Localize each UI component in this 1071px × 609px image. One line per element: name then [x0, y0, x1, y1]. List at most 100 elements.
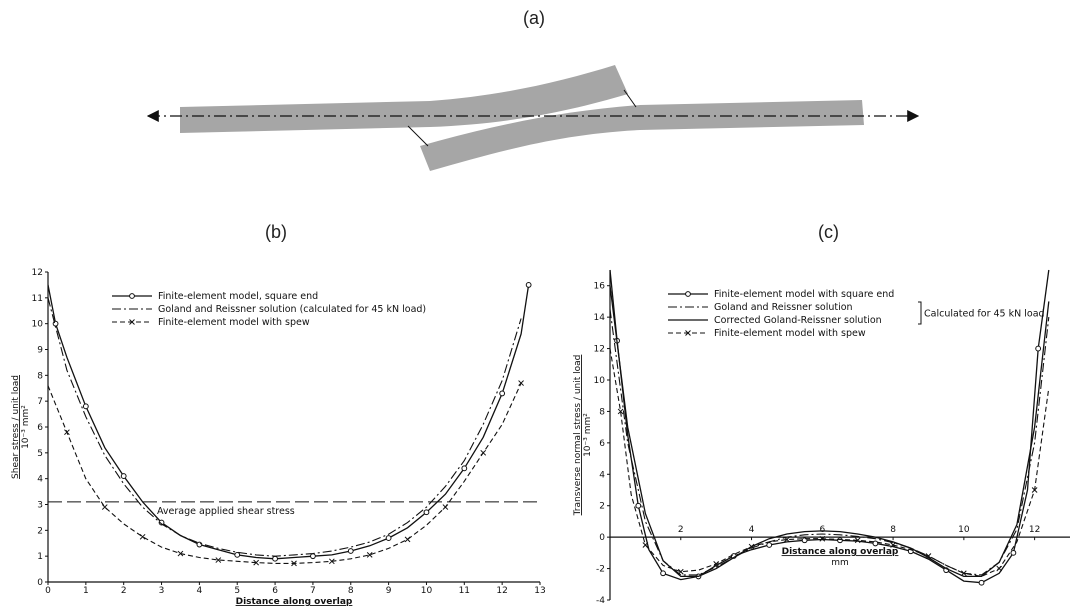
x-tick-label-5: 5 [234, 586, 240, 596]
y-axis-unit: 10⁻³ mm² [583, 413, 593, 457]
y-tick-label-8: 8 [37, 371, 43, 381]
data-point-s3-1 [617, 408, 624, 415]
panel-label-b: (b) [265, 222, 287, 242]
data-point-s0-25 [1010, 549, 1017, 556]
y-tick-label-3: 3 [37, 501, 43, 511]
legend-group-note: Calculated for 45 kN load [924, 309, 1045, 320]
y-tick-label-0: 0 [599, 533, 605, 543]
y-tick-label-6: 6 [599, 439, 605, 449]
series-group [610, 269, 1050, 586]
legend-label-b-1: Goland and Reissner solution (calculated… [158, 304, 426, 315]
legend-sample-b-0 [112, 293, 152, 299]
data-point-s0-3 [82, 403, 89, 410]
data-point-s3-23 [996, 565, 1003, 572]
y-tick-label-10: 10 [594, 376, 606, 386]
series-line-0 [610, 269, 1050, 584]
series-line-1 [48, 297, 522, 557]
adhesive-edge-right [623, 89, 637, 108]
y-tick-label-10: 10 [32, 320, 44, 330]
series-line-3 [610, 348, 1050, 577]
legend-brace [918, 301, 922, 325]
data-point-s0-17 [872, 540, 879, 547]
y-tick-label-12: 12 [594, 345, 605, 355]
x-tick-label-12: 12 [1029, 525, 1040, 535]
data-point-s0-25 [499, 390, 506, 397]
data-point-s2-21 [442, 504, 449, 510]
data-point-s2-9 [215, 557, 222, 563]
x-axis-unit: mm [285, 607, 303, 609]
series-group [48, 282, 532, 567]
data-point-s0-7 [158, 519, 165, 526]
x-tick-label-4: 4 [749, 525, 755, 535]
y-tick-label-8: 8 [599, 407, 605, 417]
data-point-s0-9 [196, 541, 203, 548]
data-point-s3-11 [784, 536, 790, 543]
data-point-s3-5 [677, 568, 684, 575]
data-point-s0-5 [120, 473, 127, 479]
legend-label-c-0: Finite-element model with square end [714, 289, 894, 300]
data-point-s2-11 [253, 559, 260, 566]
data-point-s0-11 [234, 551, 241, 558]
data-point-s2-17 [366, 552, 373, 558]
data-point-s3-13 [819, 535, 826, 542]
data-point-s0-19 [385, 535, 392, 541]
data-point-s2-3 [101, 504, 108, 510]
x-tick-label-9: 9 [386, 586, 392, 596]
y-tick-label--2: -2 [596, 565, 605, 575]
data-point-s3-7 [713, 561, 720, 567]
data-point-s0-13 [272, 555, 278, 562]
y-tick-label-4: 4 [37, 475, 43, 485]
y-tick-label-7: 7 [37, 397, 43, 407]
y-tick-label-5: 5 [37, 449, 43, 459]
data-point-s0-21 [423, 509, 430, 516]
data-point-s0-23 [978, 579, 985, 586]
data-point-s3-21 [960, 570, 967, 577]
data-point-s2-15 [328, 558, 335, 565]
x-tick-label-6: 6 [272, 586, 278, 596]
x-tick-label-11: 11 [459, 586, 470, 596]
y-tick-label-12: 12 [32, 268, 43, 278]
x-tick-label-8: 8 [348, 586, 354, 596]
legend-sample-b-2 [112, 319, 152, 325]
data-point-s2-23 [480, 449, 487, 456]
data-point-s2-13 [291, 560, 297, 567]
x-axis-label: Distance along overlap [236, 597, 353, 607]
x-tick-label-10: 10 [958, 525, 970, 535]
adhesive-edge-left [407, 125, 429, 147]
data-point-s3-9 [748, 543, 755, 550]
y-tick-label-4: 4 [599, 470, 605, 480]
data-point-s0-11 [766, 542, 773, 548]
x-tick-label-0: 0 [45, 586, 51, 596]
y-tick-label--4: -4 [596, 596, 605, 606]
legend-label-b-0: Finite-element model, square end [158, 291, 318, 302]
data-point-s0-17 [347, 548, 354, 554]
data-point-s2-5 [139, 533, 146, 540]
x-tick-label-6: 6 [819, 525, 825, 535]
data-point-s0-15 [310, 553, 316, 560]
series-line-0 [48, 284, 530, 560]
y-tick-label-1: 1 [37, 552, 43, 562]
data-point-s0-5 [660, 570, 666, 577]
x-axis-unit: mm [831, 558, 849, 568]
legend-label-b-2: Finite-element model with spew [158, 317, 310, 328]
x-tick-label-4: 4 [197, 586, 203, 596]
data-point-s3-3 [642, 542, 649, 548]
data-point-s0-27 [525, 282, 532, 288]
legend-label-c-1: Goland and Reissner solution [714, 302, 853, 313]
y-tick-label-0: 0 [37, 578, 43, 588]
data-point-s2-19 [404, 536, 411, 543]
average-shear-annotation: Average applied shear stress [157, 506, 295, 517]
y-tick-label-16: 16 [594, 282, 606, 292]
data-point-s3-15 [854, 537, 861, 544]
legend-label-c-3: Finite-element model with spew [714, 328, 866, 339]
y-axis-unit: 10⁻³ mm² [21, 405, 31, 449]
x-tick-label-2: 2 [678, 525, 684, 535]
legend-label-c-2: Corrected Goland-Reissner solution [714, 315, 882, 326]
x-tick-label-7: 7 [310, 586, 316, 596]
y-tick-label-9: 9 [37, 346, 43, 356]
data-point-s2-7 [177, 550, 184, 557]
data-point-s0-15 [837, 537, 843, 544]
lap-joint-diagram [146, 65, 920, 171]
x-tick-label-2: 2 [121, 586, 127, 596]
chart-c: -4 -2 0 2 4 6 8 10 12 14 16 2 4 6 8 10 12 Distance along … [573, 269, 1070, 606]
